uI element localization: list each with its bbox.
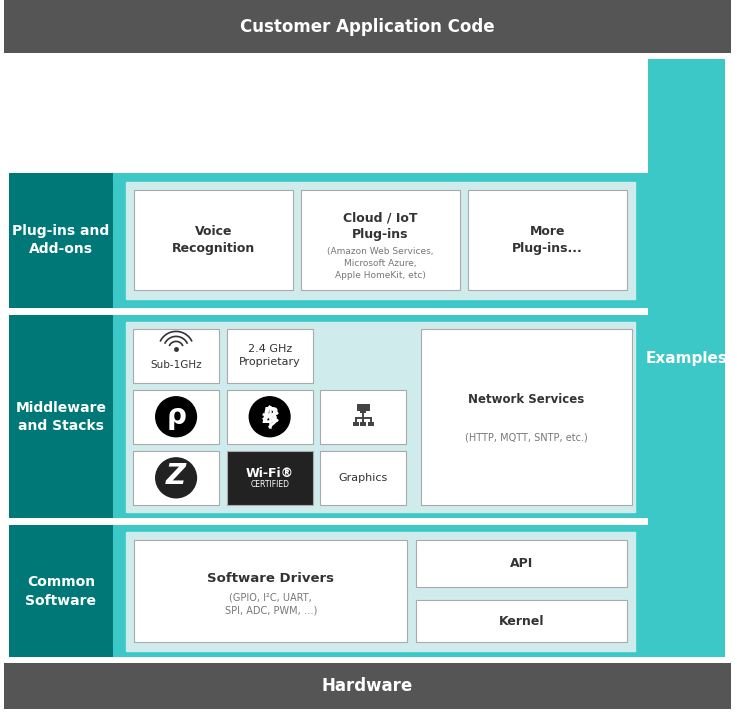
Bar (10, 315, 113, 518)
Bar (113, 173, 649, 308)
Bar (469, 190, 626, 290)
Text: Customer Application Code: Customer Application Code (240, 18, 495, 36)
Text: Kernel: Kernel (498, 615, 544, 627)
Text: (HTTP, MQTT, SNTP, etc.): (HTTP, MQTT, SNTP, etc.) (465, 433, 587, 443)
Text: Sub-1GHz: Sub-1GHz (150, 360, 202, 370)
Text: Voice
Recognition: Voice Recognition (172, 225, 255, 255)
Bar (133, 329, 219, 383)
Text: (GPIO, I²C, UART,
SPI, ADC, PWM, …): (GPIO, I²C, UART, SPI, ADC, PWM, …) (225, 592, 317, 615)
Text: 2.4 GHz
Proprietary: 2.4 GHz Proprietary (239, 344, 301, 367)
Bar (360, 411, 366, 413)
Bar (301, 190, 460, 290)
Bar (113, 315, 649, 518)
Text: Middleware
and Stacks: Middleware and Stacks (15, 401, 106, 433)
Bar (133, 451, 219, 505)
Bar (4, 0, 730, 53)
Bar (134, 190, 293, 290)
Text: Z: Z (166, 463, 186, 491)
Text: Examples: Examples (646, 351, 727, 366)
Text: Wi-Fi®: Wi-Fi® (245, 467, 294, 480)
Text: More
Plug-ins...: More Plug-ins... (512, 225, 583, 255)
Text: CERTIFIED: CERTIFIED (250, 481, 289, 489)
Bar (357, 404, 370, 411)
Text: Graphics: Graphics (338, 473, 388, 483)
Bar (125, 182, 635, 299)
Circle shape (249, 397, 290, 436)
Text: Hardware: Hardware (321, 677, 413, 695)
Text: Network Services: Network Services (468, 393, 584, 406)
Text: ρ: ρ (167, 402, 186, 430)
Bar (226, 451, 312, 505)
Text: Common
Software: Common Software (26, 575, 97, 607)
Bar (352, 423, 359, 426)
Bar (134, 540, 407, 642)
Bar (360, 423, 366, 426)
Bar (416, 600, 626, 642)
Bar (133, 390, 219, 443)
Circle shape (156, 458, 197, 498)
Bar (4, 663, 730, 709)
Bar (320, 451, 406, 505)
Bar (649, 59, 724, 657)
Bar (113, 525, 649, 657)
Bar (416, 540, 626, 588)
Bar (226, 390, 312, 443)
Text: Cloud / IoT
Plug-ins: Cloud / IoT Plug-ins (343, 211, 418, 241)
Text: B: B (261, 406, 278, 427)
Text: Software Drivers: Software Drivers (207, 572, 335, 585)
Text: Plug-ins and
Add-ons: Plug-ins and Add-ons (13, 224, 110, 257)
Bar (368, 423, 374, 426)
Bar (10, 173, 113, 308)
Text: API: API (509, 558, 533, 570)
Bar (125, 532, 635, 651)
Text: (Amazon Web Services,
Microsoft Azure,
Apple HomeKit, etc): (Amazon Web Services, Microsoft Azure, A… (327, 247, 434, 279)
Circle shape (156, 397, 197, 436)
Bar (320, 390, 406, 443)
Bar (10, 525, 113, 657)
Bar (125, 322, 635, 512)
Bar (421, 329, 632, 505)
Bar (226, 329, 312, 383)
